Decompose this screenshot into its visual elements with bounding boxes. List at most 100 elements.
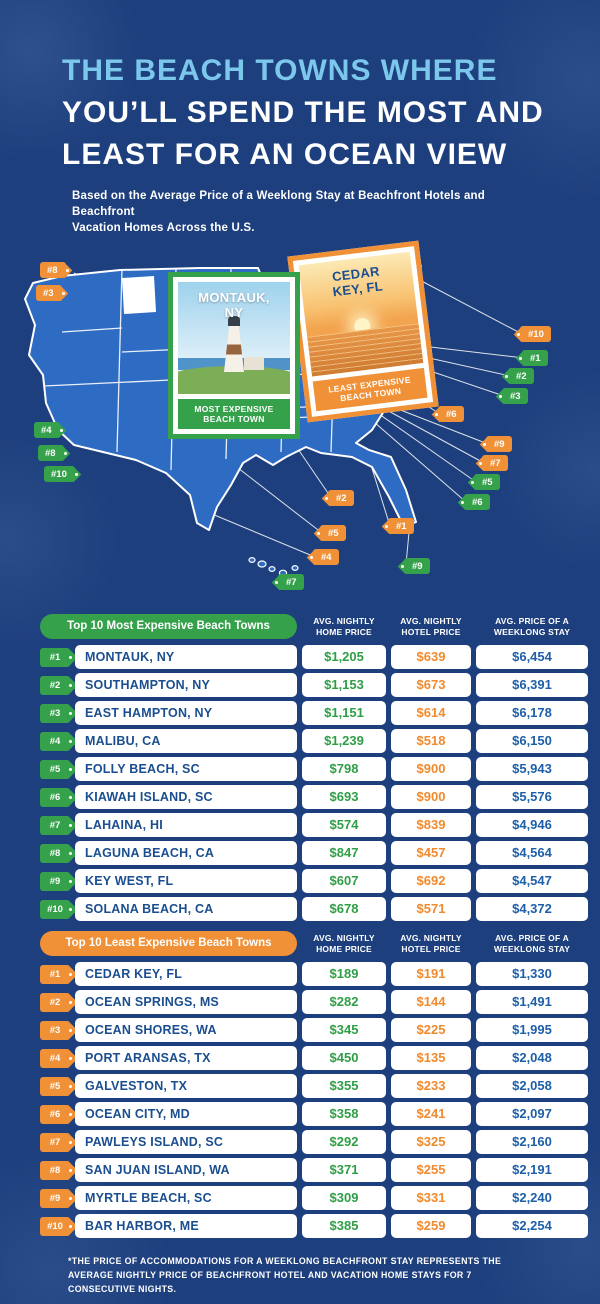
hotel-price-cell: $241: [391, 1102, 471, 1126]
table-rows: #1MONTAUK, NY$1,205$639$6,454 #2SOUTHAMPT…: [40, 645, 588, 921]
weeklong-price-cell: $1,995: [476, 1018, 588, 1042]
table-row: #9MYRTLE BEACH, SC$309$331$2,240: [40, 1186, 588, 1210]
weeklong-price-cell: $2,097: [476, 1102, 588, 1126]
map-rank-tag: #5: [320, 525, 346, 541]
hotel-price-cell: $259: [391, 1214, 471, 1238]
home-price-cell: $847: [302, 841, 386, 865]
subtitle-line1: Based on the Average Price of a Weeklong…: [72, 188, 542, 220]
home-price-cell: $282: [302, 990, 386, 1014]
home-price-cell: $607: [302, 869, 386, 893]
town-name-cell: LAGUNA BEACH, CA: [75, 841, 297, 865]
rank-tag: #1: [40, 648, 70, 667]
weeklong-price-cell: $2,058: [476, 1074, 588, 1098]
table-row: #2SOUTHAMPTON, NY$1,153$673$6,391: [40, 673, 588, 697]
town-name-cell: SAN JUAN ISLAND, WA: [75, 1158, 297, 1182]
table-header-row: Top 10 Most Expensive Beach Towns AVG. N…: [40, 614, 588, 639]
home-price-cell: $1,239: [302, 729, 386, 753]
town-name-cell: OCEAN SPRINGS, MS: [75, 990, 297, 1014]
column-header-weeklong-stay: AVG. PRICE OF A WEEKLONG STAY: [476, 933, 588, 954]
map-rank-tag: #6: [438, 406, 464, 422]
footnote-methodology: *THE PRICE OF ACCOMMODATIONS FOR A WEEKL…: [68, 1254, 532, 1296]
column-header-hotel-price: AVG. NIGHTLY HOTEL PRICE: [391, 616, 471, 637]
town-name-cell: OCEAN SHORES, WA: [75, 1018, 297, 1042]
map-rank-tag: #3: [502, 388, 528, 404]
home-price-cell: $309: [302, 1186, 386, 1210]
map-rank-tag: #4: [313, 549, 339, 565]
rank-tag: #7: [40, 1133, 70, 1152]
town-name-cell: OCEAN CITY, MD: [75, 1102, 297, 1126]
most-expensive-card: MONTAUK, NY MOST EXPENSIVE BEACH TOWN: [168, 272, 300, 439]
rank-tag: #6: [40, 1105, 70, 1124]
subtitle-line2: Vacation Homes Across the U.S.: [72, 220, 542, 236]
cedar-key-photo: CEDAR KEY, FL: [298, 252, 423, 377]
column-header-weeklong-stay: AVG. PRICE OF A WEEKLONG STAY: [476, 616, 588, 637]
hotel-price-cell: $331: [391, 1186, 471, 1210]
rank-tag: #7: [40, 816, 70, 835]
weeklong-price-cell: $5,576: [476, 785, 588, 809]
hotel-price-cell: $518: [391, 729, 471, 753]
map-rank-tag: #1: [522, 350, 548, 366]
hotel-price-cell: $225: [391, 1018, 471, 1042]
weeklong-price-cell: $4,372: [476, 897, 588, 921]
table-row: #2OCEAN SPRINGS, MS$282$144$1,491: [40, 990, 588, 1014]
table-row: #7PAWLEYS ISLAND, SC$292$325$2,160: [40, 1130, 588, 1154]
home-price-cell: $355: [302, 1074, 386, 1098]
map-rank-tag: #10: [44, 466, 75, 482]
subtitle: Based on the Average Price of a Weeklong…: [72, 188, 542, 236]
map-rank-tag: #9: [486, 436, 512, 452]
table-row: #3OCEAN SHORES, WA$345$225$1,995: [40, 1018, 588, 1042]
table-row: #4MALIBU, CA$1,239$518$6,150: [40, 729, 588, 753]
least-card-caption: LEAST EXPENSIVE BEACH TOWN: [313, 368, 428, 411]
rank-tag: #10: [40, 1217, 70, 1236]
home-price-cell: $693: [302, 785, 386, 809]
weeklong-price-cell: $2,160: [476, 1130, 588, 1154]
town-name-cell: SOLANA BEACH, CA: [75, 897, 297, 921]
town-name-cell: CEDAR KEY, FL: [75, 962, 297, 986]
table-row: #8SAN JUAN ISLAND, WA$371$255$2,191: [40, 1158, 588, 1182]
hotel-price-cell: $839: [391, 813, 471, 837]
rank-tag: #8: [40, 1161, 70, 1180]
map-rank-tag: #1: [388, 518, 414, 534]
hotel-price-cell: $673: [391, 673, 471, 697]
most-card-caption: MOST EXPENSIVE BEACH TOWN: [178, 399, 290, 429]
hotel-price-cell: $900: [391, 785, 471, 809]
hotel-price-cell: $255: [391, 1158, 471, 1182]
home-price-cell: $371: [302, 1158, 386, 1182]
table-rows: #1CEDAR KEY, FL$189$191$1,330#2OCEAN SPR…: [40, 962, 588, 1238]
town-name-cell: KIAWAH ISLAND, SC: [75, 785, 297, 809]
home-price-cell: $450: [302, 1046, 386, 1070]
town-name-cell: MYRTLE BEACH, SC: [75, 1186, 297, 1210]
table-row: #1MONTAUK, NY$1,205$639$6,454: [40, 645, 588, 669]
home-price-cell: $345: [302, 1018, 386, 1042]
town-name-cell: MALIBU, CA: [75, 729, 297, 753]
rank-tag: #5: [40, 760, 70, 779]
hotel-price-cell: $571: [391, 897, 471, 921]
page-title: THE BEACH TOWNS WHERE YOU’LL SPEND THE M…: [62, 50, 600, 176]
title-line2: YOU’LL SPEND THE MOST AND: [62, 92, 600, 134]
town-name-cell: KEY WEST, FL: [75, 869, 297, 893]
rank-tag: #1: [40, 965, 70, 984]
table-row: #7LAHAINA, HI$574$839$4,946: [40, 813, 588, 837]
rank-tag: #8: [40, 844, 70, 863]
table-row: #10SOLANA BEACH, CA$678$571$4,372: [40, 897, 588, 921]
montauk-photo: MONTAUK, NY: [178, 282, 290, 394]
weeklong-price-cell: $1,491: [476, 990, 588, 1014]
town-name-cell: FOLLY BEACH, SC: [75, 757, 297, 781]
town-name-cell: PAWLEYS ISLAND, SC: [75, 1130, 297, 1154]
table-header-row: Top 10 Least Expensive Beach Towns AVG. …: [40, 931, 588, 956]
header: THE BEACH TOWNS WHERE YOU’LL SPEND THE M…: [0, 0, 600, 236]
town-name-cell: GALVESTON, TX: [75, 1074, 297, 1098]
column-header-home-price: AVG. NIGHTLY HOME PRICE: [302, 616, 386, 637]
us-map-section: #8#3#4#8#10#10#1#2#3#6#9#7#5#6#2#1#5#4#9…: [0, 246, 600, 602]
table-title-pill: Top 10 Most Expensive Beach Towns: [40, 614, 297, 639]
map-rank-tag: #6: [464, 494, 490, 510]
town-name-cell: LAHAINA, HI: [75, 813, 297, 837]
hotel-price-cell: $325: [391, 1130, 471, 1154]
least-expensive-card: CEDAR KEY, FL LEAST EXPENSIVE BEACH TOWN: [287, 241, 438, 423]
town-name-cell: SOUTHAMPTON, NY: [75, 673, 297, 697]
rank-tag: #4: [40, 732, 70, 751]
table-row: #6OCEAN CITY, MD$358$241$2,097: [40, 1102, 588, 1126]
home-price-cell: $1,151: [302, 701, 386, 725]
rank-tag: #2: [40, 993, 70, 1012]
weeklong-price-cell: $6,454: [476, 645, 588, 669]
